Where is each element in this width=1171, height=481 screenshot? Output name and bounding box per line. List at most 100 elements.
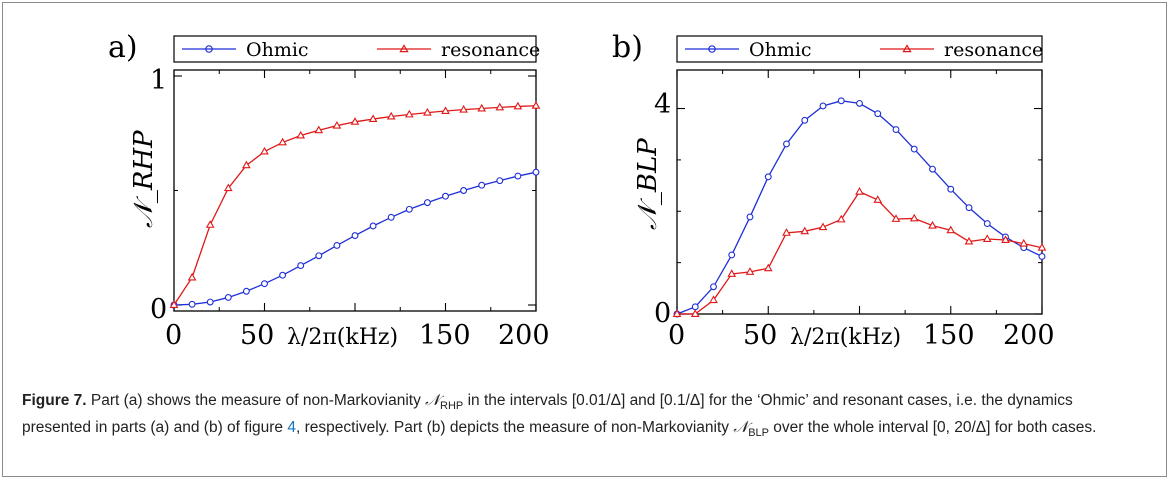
panel-b-y-tick-labels: 0 4 [654,89,671,329]
legend-a-ohmic-marker [205,45,213,53]
point-a-Ohmic-3 [224,293,232,301]
point-a-resonance-12 [386,111,396,120]
point-a-Ohmic-20 [532,168,540,176]
point-a-Ohmic-13 [405,205,413,213]
legend-b-ohmic: Ohmic [685,39,812,61]
point-a-resonance-14 [423,107,432,116]
point-a-resonance-10 [350,117,360,125]
x-tick-label-a-200: 200 [498,320,550,351]
series-a-resonance [169,101,541,308]
point-a-resonance-5 [260,146,269,155]
point-b-Ohmic-15 [947,185,955,193]
y-tick-label-b-4: 4 [654,89,671,120]
point-a-Ohmic-15 [442,192,449,200]
point-a-resonance-20 [531,101,541,109]
panel-a-label: a) [108,30,138,65]
point-a-resonance-7 [296,130,306,139]
y-tick-label-a-0: 0 [150,294,167,325]
point-b-resonance-11 [873,195,883,203]
panel-a-series [169,101,541,309]
figure-svg: a) Ohmic resonance 0 1 0 50 150 200 λ/2π… [108,30,1055,351]
point-a-resonance-19 [513,101,523,110]
point-a-Ohmic-19 [514,172,522,180]
panel-a-xlabel: λ/2π(kHz) [287,325,398,350]
point-b-resonance-7 [800,226,810,235]
point-b-Ohmic-1 [691,303,699,311]
point-b-resonance-17 [982,234,992,242]
legend-b-resonance-marker [902,44,912,53]
point-b-resonance-3 [727,269,737,277]
point-a-Ohmic-1 [188,300,196,308]
point-a-resonance-1 [187,272,197,281]
point-b-resonance-9 [836,214,846,223]
legend-a-resonance-label: resonance [441,39,540,61]
caption-math-blp: 𝒩 [733,418,749,437]
series-b-Ohmic [673,97,1046,318]
point-b-resonance-16 [964,236,974,245]
legend-b-resonance-label: resonance [944,39,1043,61]
point-a-Ohmic-18 [496,177,504,185]
point-a-Ohmic-5 [261,280,268,288]
panel-a: a) Ohmic resonance 0 1 0 50 150 200 λ/2π… [108,30,550,351]
point-b-resonance-0 [672,309,682,317]
point-a-Ohmic-9 [333,242,341,249]
point-b-resonance-6 [782,228,791,236]
point-a-Ohmic-10 [351,232,359,240]
point-b-Ohmic-7 [801,116,809,124]
point-b-Ohmic-8 [819,102,827,110]
point-b-resonance-19 [1019,238,1029,247]
caption-text-2: in the intervals [0.01/Δ] and [0.1/Δ] fo… [22,392,1073,437]
panel-a-ticks [173,70,537,311]
point-b-resonance-10 [855,187,864,195]
point-a-Ohmic-7 [297,262,305,270]
point-b-Ohmic-2 [710,283,717,291]
point-b-resonance-2 [709,295,718,304]
point-b-Ohmic-6 [783,140,790,148]
panel-b-x-tick-labels: 0 50 150 200 [668,320,1055,351]
panel-b-series [672,97,1047,318]
panel-b-legend [676,35,1043,63]
point-a-Ohmic-6 [279,271,287,279]
legend-a-ohmic: Ohmic [182,39,309,61]
series-a-Ohmic [170,168,540,309]
point-a-resonance-3 [223,183,233,192]
x-tick-label-a-50: 50 [240,320,274,351]
panel-b: b) Ohmic resonance 0 4 0 50 150 200 λ/2π… [612,30,1055,351]
caption-text-3: , respectively. Part (b) depicts the mea… [296,419,734,437]
legend-b-resonance: resonance [880,39,1043,61]
series-line-b-Ohmic [676,100,1043,315]
point-a-resonance-4 [242,160,251,169]
point-b-Ohmic-10 [856,99,863,107]
point-a-resonance-16 [459,104,468,113]
panel-a-y-tick-labels: 0 1 [150,65,167,325]
caption-text-4: over the whole interval [0, 20/Δ] for bo… [769,419,1097,437]
point-a-resonance-11 [368,114,378,123]
x-tick-label-b-50: 50 [743,320,777,351]
point-a-resonance-9 [332,120,342,129]
point-b-resonance-1 [690,309,700,317]
point-a-Ohmic-11 [369,222,377,230]
x-tick-label-a-150: 150 [419,320,471,351]
point-a-resonance-13 [404,109,414,118]
y-tick-label-b-0: 0 [654,298,671,329]
point-a-resonance-18 [495,102,505,111]
point-a-Ohmic-2 [206,298,214,306]
point-a-Ohmic-14 [423,199,431,207]
point-b-Ohmic-12 [892,126,900,134]
legend-b-ohmic-marker [708,45,716,53]
point-b-Ohmic-5 [764,173,772,181]
caption-figure-link[interactable]: 4 [287,419,296,437]
point-b-Ohmic-3 [728,251,736,259]
point-b-Ohmic-4 [746,213,754,221]
point-a-Ohmic-16 [460,187,468,194]
point-b-resonance-12 [891,214,901,222]
legend-a-resonance-marker [399,44,409,53]
point-b-Ohmic-9 [837,97,845,105]
panel-b-label: b) [612,30,643,65]
point-a-Ohmic-8 [315,252,323,260]
point-a-resonance-15 [441,106,450,114]
point-b-resonance-14 [928,220,937,229]
point-a-resonance-2 [205,220,215,228]
point-a-resonance-17 [477,103,487,112]
